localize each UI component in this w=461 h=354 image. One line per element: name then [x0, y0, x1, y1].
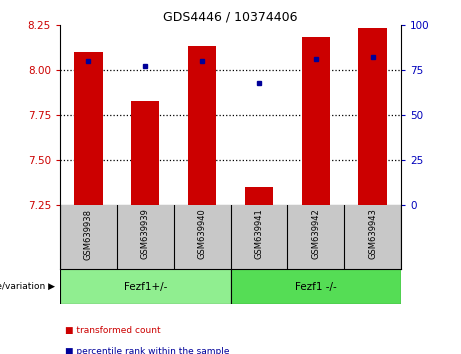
- Bar: [245, 187, 273, 205]
- Text: GSM639940: GSM639940: [198, 209, 207, 259]
- Text: Fezf1 -/-: Fezf1 -/-: [295, 282, 337, 292]
- Text: GSM639941: GSM639941: [254, 209, 263, 259]
- Text: ■ transformed count: ■ transformed count: [65, 326, 160, 335]
- Bar: [301, 38, 330, 205]
- Text: GSM639942: GSM639942: [311, 209, 320, 259]
- Text: ■ percentile rank within the sample: ■ percentile rank within the sample: [65, 347, 229, 354]
- Text: GSM639939: GSM639939: [141, 209, 150, 259]
- Bar: [188, 46, 216, 205]
- Text: GSM639938: GSM639938: [84, 209, 93, 259]
- Title: GDS4446 / 10374406: GDS4446 / 10374406: [163, 11, 298, 24]
- Bar: [358, 28, 387, 205]
- Bar: [60, 269, 230, 304]
- Text: GSM639943: GSM639943: [368, 209, 377, 259]
- Bar: [74, 52, 102, 205]
- Bar: [131, 101, 160, 205]
- Text: genotype/variation ▶: genotype/variation ▶: [0, 282, 55, 291]
- Text: Fezf1+/-: Fezf1+/-: [124, 282, 167, 292]
- Bar: [230, 269, 401, 304]
